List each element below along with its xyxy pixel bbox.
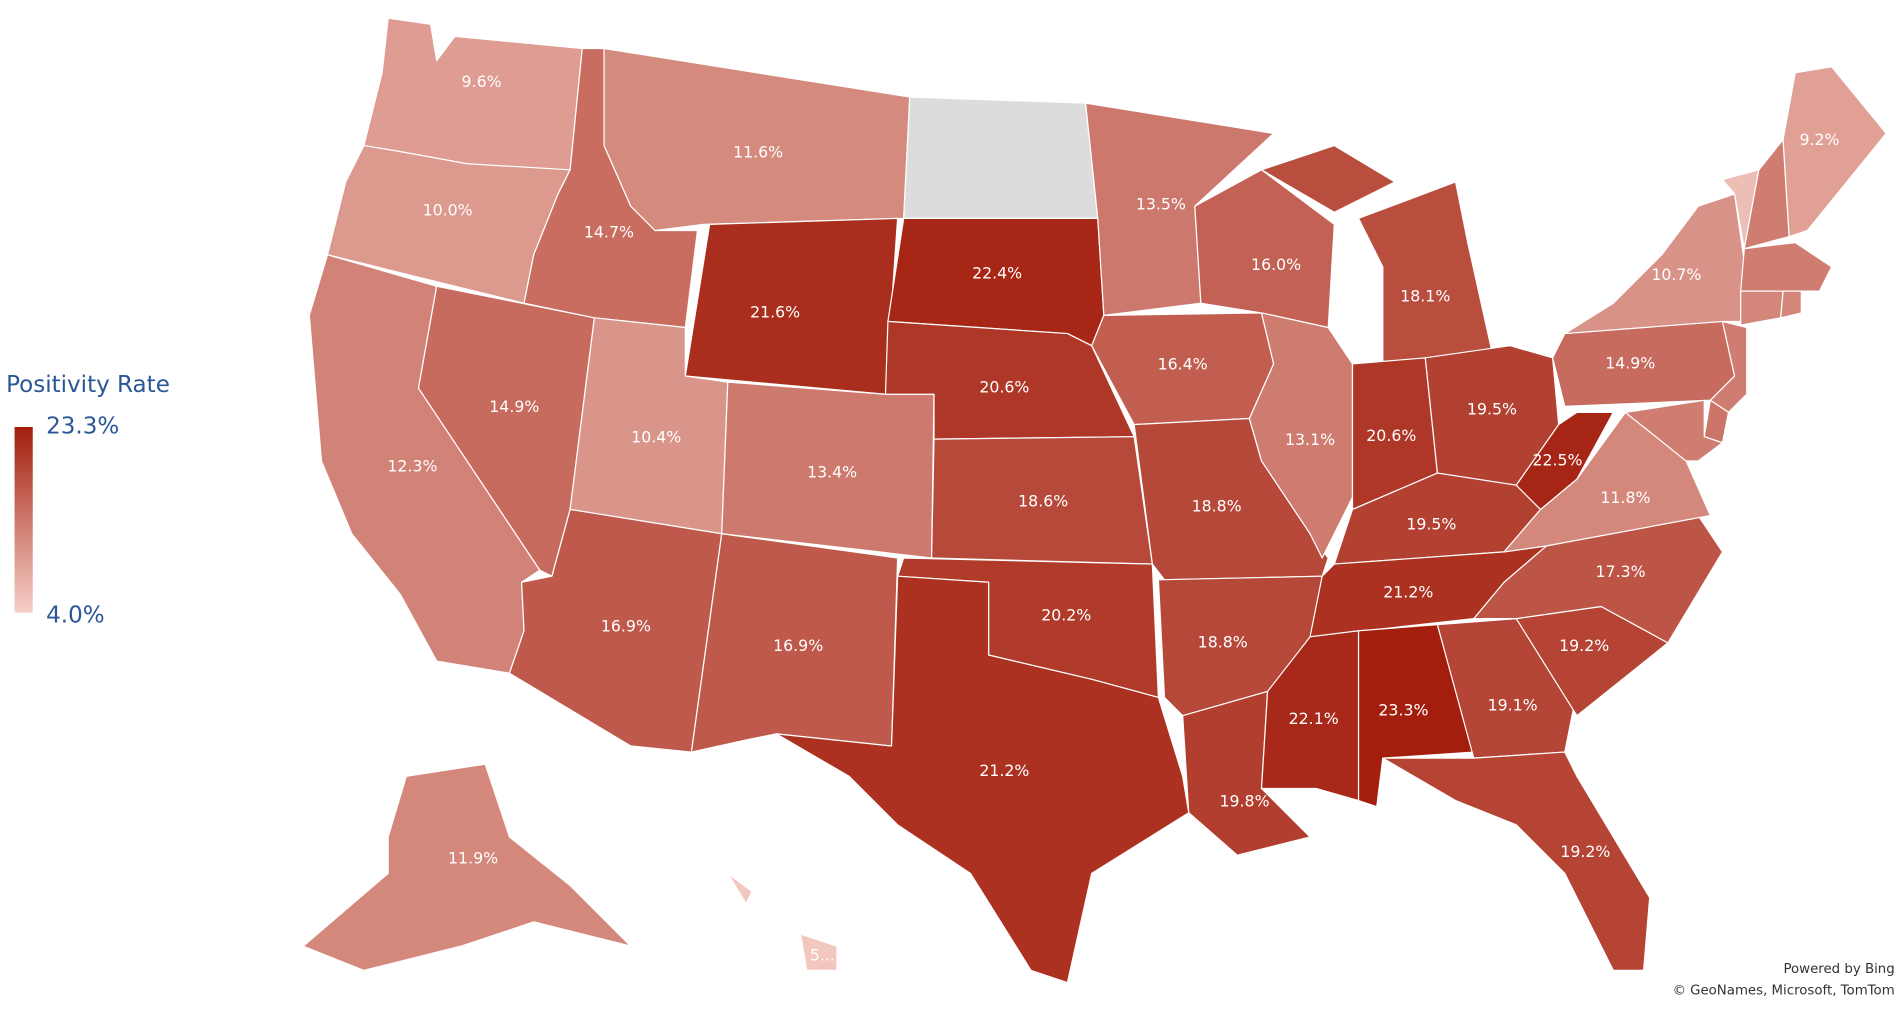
state (1357, 181, 1493, 365)
state (903, 96, 1099, 219)
state (799, 933, 838, 972)
state (1503, 411, 1711, 553)
state (1564, 193, 1748, 335)
state-label: 10.0% (423, 201, 473, 220)
state-label: 10.4% (631, 427, 681, 446)
state-label: 18.6% (1018, 492, 1068, 511)
legend-max: 23.3% (46, 413, 119, 439)
state (363, 17, 583, 171)
state-label: 12.3% (387, 457, 437, 476)
state-label: 10.7% (1651, 265, 1701, 284)
state (1780, 290, 1802, 319)
state-label: 23.3% (1378, 700, 1428, 719)
state-label: 16.9% (601, 617, 651, 636)
state (302, 763, 632, 972)
state-label: 19.1% (1488, 695, 1538, 714)
state-label: 19.5% (1467, 399, 1517, 418)
state (1515, 411, 1614, 511)
state-label: 22.5% (1532, 450, 1582, 469)
state-label: 18.8% (1198, 632, 1248, 651)
state-label: 13.5% (1136, 194, 1186, 213)
attribution: © GeoNames, Microsoft, TomTom (1673, 984, 1895, 999)
state-label: 22.1% (1289, 709, 1339, 728)
state (1740, 290, 1784, 326)
states (302, 17, 1887, 984)
state (1382, 751, 1651, 972)
attribution: Powered by Bing (1783, 962, 1894, 977)
state (1782, 66, 1887, 238)
state-label: 19.8% (1220, 791, 1270, 810)
state-label: 20.2% (1041, 606, 1091, 625)
state-label: 21.6% (750, 302, 800, 321)
state-label: 5... (810, 945, 835, 964)
state-label: 22.4% (972, 264, 1022, 283)
state-label: 18.1% (1400, 287, 1450, 306)
state-label: 21.2% (1383, 583, 1433, 602)
state (1260, 144, 1396, 213)
state-labels: 9.6% 10.0% 12.3% 14.9% 14.7% 11.6% 21.6% 10.4% 1… (387, 72, 1839, 964)
state-label: 9.2% (1799, 130, 1839, 149)
state-label: 19.2% (1560, 842, 1610, 861)
state-label: 14.9% (489, 397, 539, 416)
state-label: 11.8% (1600, 488, 1650, 507)
state (1248, 312, 1354, 559)
state (775, 575, 1190, 984)
state-label: 17.3% (1596, 562, 1646, 581)
state-label: 20.6% (1366, 426, 1416, 445)
state-label: 11.9% (448, 848, 498, 867)
state-label: 9.6% (462, 72, 502, 91)
state-label: 14.9% (1605, 353, 1655, 372)
state-label: 14.7% (584, 222, 634, 241)
state-label: 16.0% (1251, 255, 1301, 274)
state (727, 872, 753, 905)
state-label: 20.6% (979, 378, 1029, 397)
map-layer: 9.6% 10.0% 12.3% 14.9% 14.7% 11.6% 21.6% 10.4% 1… (6, 17, 1895, 999)
state-label: 21.2% (979, 761, 1029, 780)
legend-min: 4.0% (46, 603, 105, 629)
state-label: 13.4% (807, 463, 857, 482)
state-label: 16.9% (773, 636, 823, 655)
state (1740, 241, 1833, 292)
legend-title: Positivity Rate (6, 372, 170, 398)
state-label: 19.2% (1559, 636, 1609, 655)
legend-scale (14, 426, 33, 613)
state (1473, 514, 1724, 644)
state-label: 18.8% (1192, 497, 1242, 516)
state (603, 47, 911, 232)
state-label: 11.6% (733, 142, 783, 161)
state (1624, 399, 1724, 462)
state-label: 19.5% (1406, 515, 1456, 534)
state-label: 13.1% (1285, 430, 1335, 449)
state-label: 16.4% (1158, 355, 1208, 374)
